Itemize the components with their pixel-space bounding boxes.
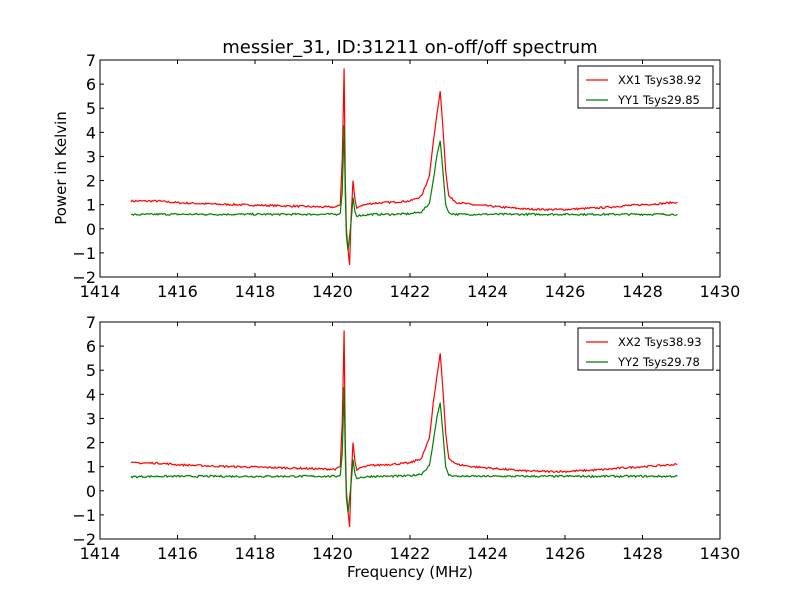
x-tick-label: 1416: [157, 282, 198, 301]
y-tick-label: 5: [86, 361, 96, 380]
y-tick-label: 7: [86, 51, 96, 70]
y-tick-label: 3: [86, 147, 96, 166]
series-line-2-1: [130, 330, 678, 527]
panel-1: 1414 1416 1418 1420 1422 1424 1426 1428 1430−2−1…: [72, 51, 740, 301]
series-line-1-2: [131, 125, 678, 251]
y-tick-label: −2: [72, 530, 96, 549]
x-tick-label: 1414: [80, 282, 121, 301]
y-tick-label: 7: [86, 313, 96, 332]
y-tick-label: 0: [86, 220, 96, 239]
x-axis-label: Frequency (MHz): [347, 563, 473, 581]
y-tick-label: −2: [72, 268, 96, 287]
series-line-1-1: [130, 68, 678, 265]
x-tick-label: 1428: [622, 544, 663, 563]
x-tick-label: 1418: [235, 282, 276, 301]
y-tick-label: 6: [86, 337, 96, 356]
y-tick-label: 0: [86, 482, 96, 501]
panel-2: 1414 1416 1418 1420 1422 1424 1426 1428 1430−2−1…: [72, 313, 740, 563]
legend-label: YY2 Tsys29.78: [617, 355, 700, 369]
y-tick-label: 6: [86, 75, 96, 94]
chart-title: messier_31, ID:31211 on-off/off spectrum: [222, 37, 597, 58]
y-tick-label: 5: [86, 99, 96, 118]
y-tick-label: −1: [72, 244, 96, 263]
legend-box: [577, 327, 714, 371]
x-tick-label: 1422: [390, 544, 431, 563]
y-axis-label: Power in Kelvin: [52, 111, 70, 225]
x-tick-label: 1426: [545, 282, 586, 301]
legend-label: XX2 Tsys38.93: [618, 335, 702, 349]
y-tick-label: 2: [86, 434, 96, 453]
y-tick-label: 1: [86, 196, 96, 215]
x-tick-label: 1422: [390, 282, 431, 301]
x-tick-label: 1420: [312, 282, 353, 301]
x-tick-label: 1424: [467, 282, 508, 301]
x-tick-label: 1418: [235, 544, 276, 563]
x-tick-label: 1430: [700, 282, 741, 301]
x-tick-label: 1416: [157, 544, 198, 563]
x-tick-label: 1424: [467, 544, 508, 563]
x-tick-label: 1426: [545, 544, 586, 563]
x-tick-label: 1420: [312, 544, 353, 563]
y-tick-label: 1: [86, 458, 96, 477]
y-tick-label: 4: [86, 385, 96, 404]
legend-label: YY1 Tsys29.85: [617, 93, 700, 107]
legend: XX2 Tsys38.93 YY2 Tsys29.78: [577, 327, 714, 371]
series-line-2-2: [130, 387, 678, 513]
y-tick-label: 4: [86, 123, 96, 142]
legend-label: XX1 Tsys38.92: [618, 73, 702, 87]
legend: XX1 Tsys38.92 YY1 Tsys29.85: [577, 65, 714, 109]
x-tick-label: 1428: [622, 282, 663, 301]
y-tick-label: −1: [72, 506, 96, 525]
x-tick-label: 1414: [80, 544, 121, 563]
x-tick-label: 1430: [700, 544, 741, 563]
y-tick-label: 2: [86, 172, 96, 191]
legend-box: [577, 65, 714, 109]
y-tick-label: 3: [86, 409, 96, 428]
